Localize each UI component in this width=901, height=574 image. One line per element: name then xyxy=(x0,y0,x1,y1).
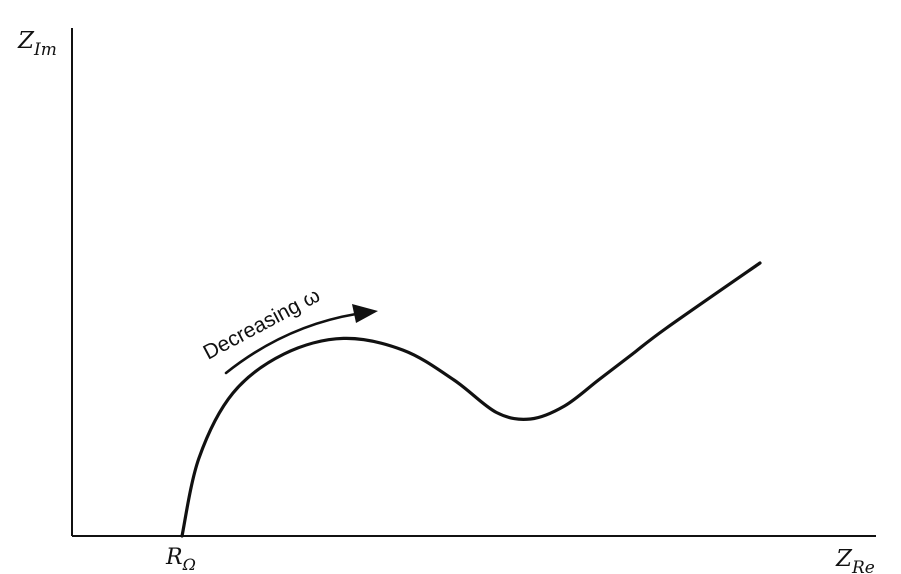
decreasing-omega-label: Decreasing ω xyxy=(200,284,324,365)
y-axis-label-main: Z xyxy=(17,28,35,54)
arrow-head-icon xyxy=(352,304,378,323)
x-axis-label-main: Z xyxy=(835,546,853,572)
r-omega-main: R xyxy=(165,545,183,570)
impedance-curve xyxy=(180,261,762,538)
x-axis-label: ZRe xyxy=(835,546,875,574)
r-omega-tick-label: RΩ xyxy=(165,545,196,574)
y-axis-label: ZIm xyxy=(17,28,57,60)
y-axis-label-sub: Im xyxy=(33,40,57,60)
decreasing-frequency-arrow xyxy=(224,312,358,375)
r-omega-sub: Ω xyxy=(182,555,196,574)
x-axis-label-sub: Re xyxy=(851,558,875,574)
